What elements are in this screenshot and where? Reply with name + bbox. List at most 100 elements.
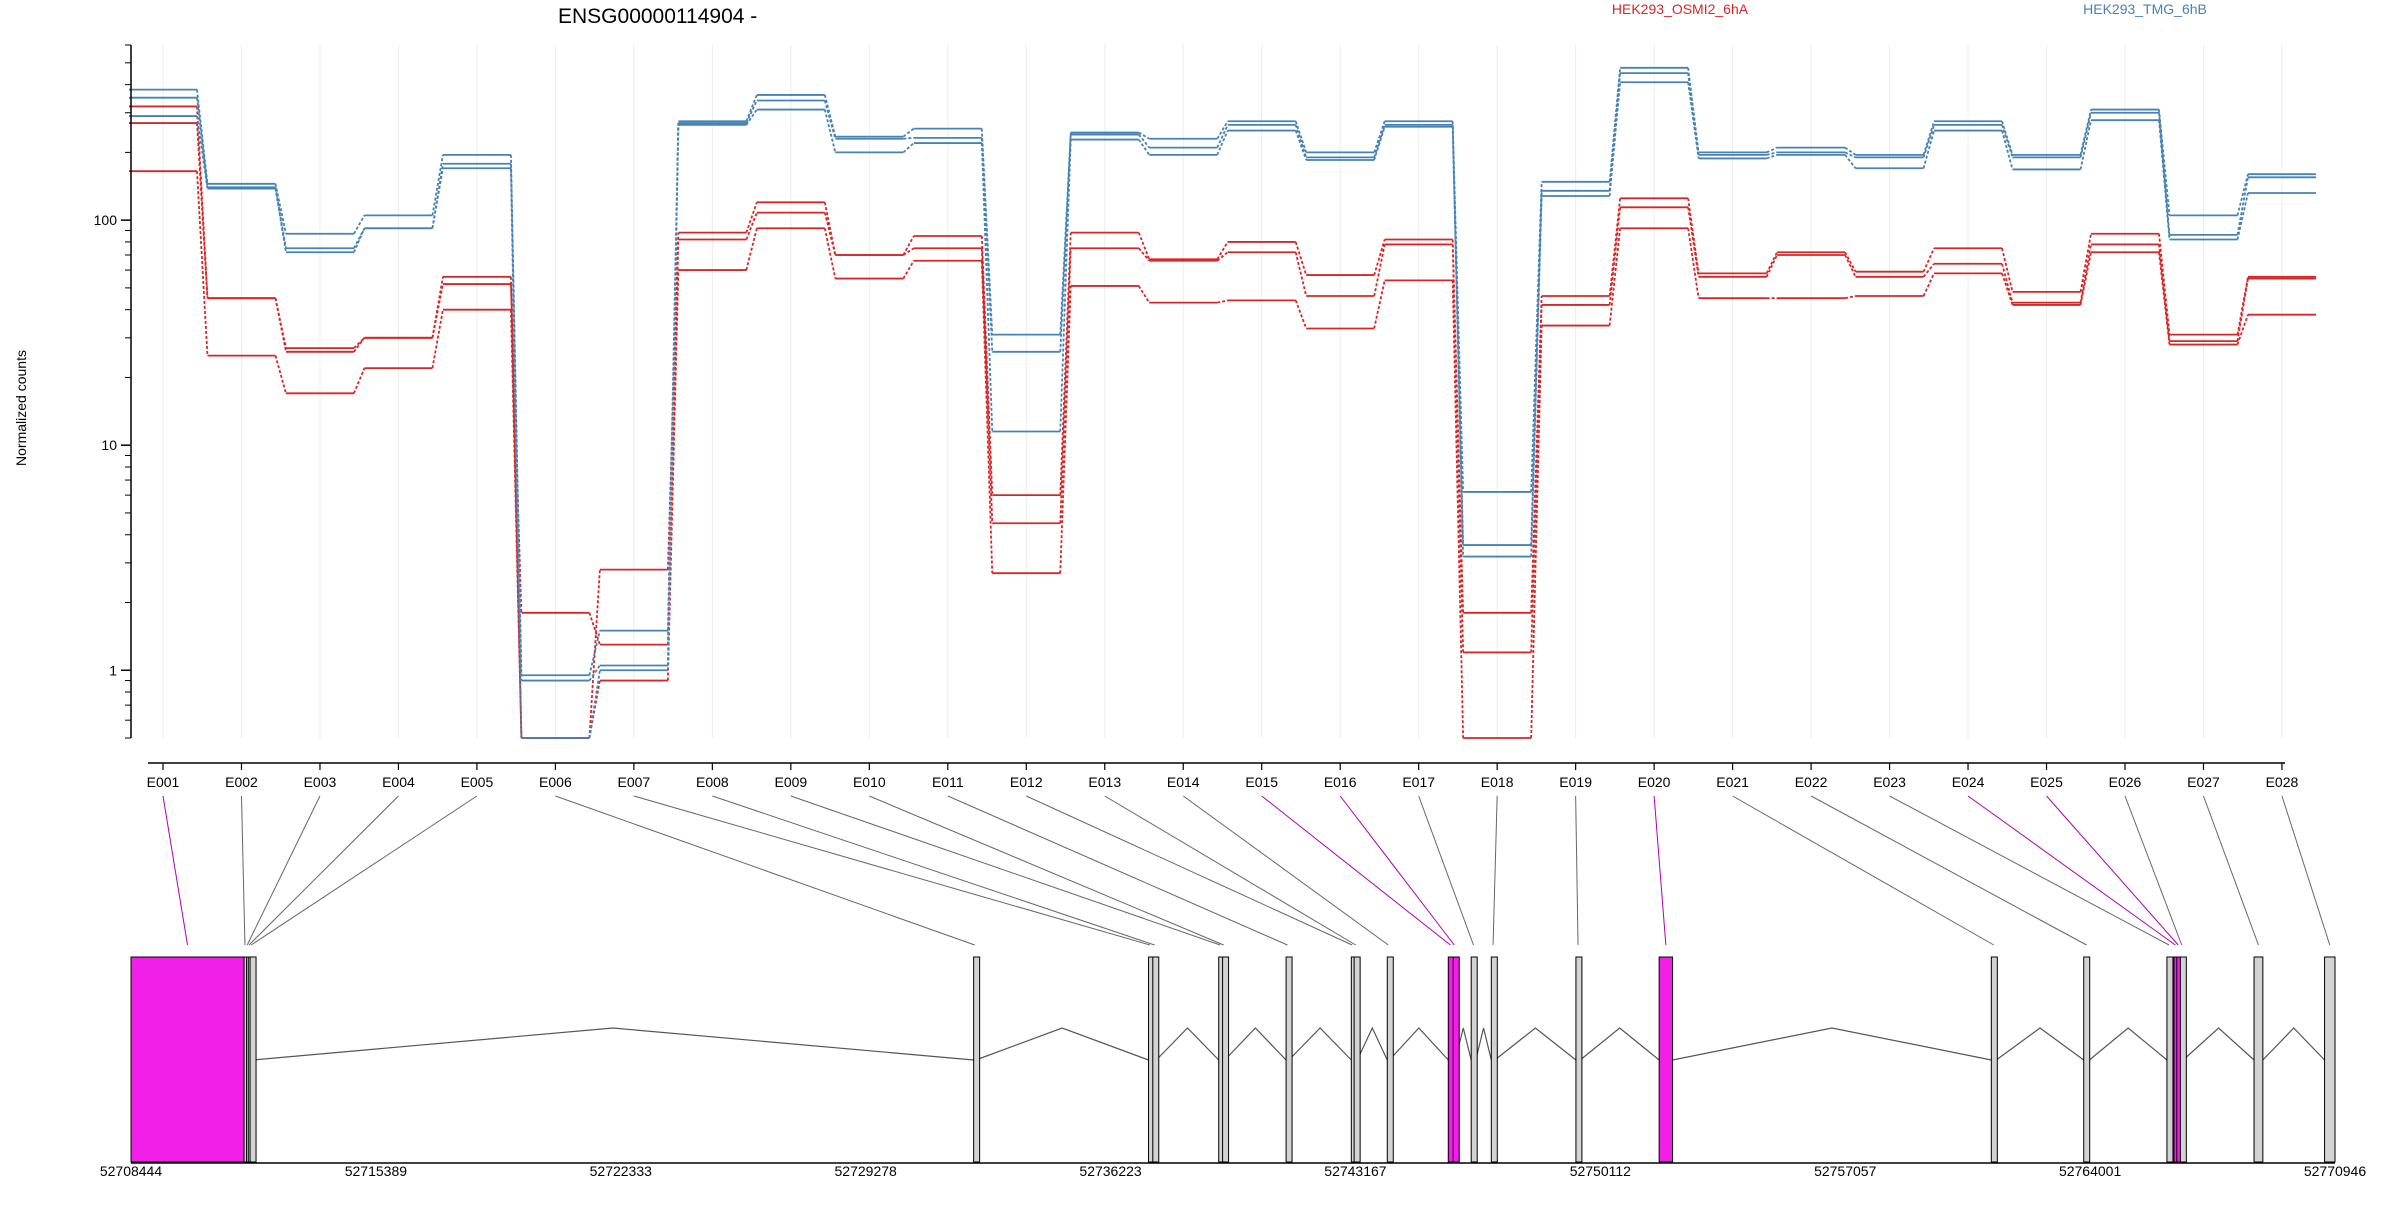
sample-connector — [1530, 195, 1543, 557]
exon-connector — [1492, 795, 1498, 946]
intron-line — [252, 1027, 974, 1061]
sample-connector — [431, 283, 444, 338]
sample-connector — [902, 260, 915, 280]
exon-connector-lines — [162, 795, 2331, 946]
sample-connector — [2001, 273, 2014, 306]
exon-box — [1452, 956, 1460, 1163]
intron-line — [1672, 1027, 1992, 1061]
exon-box — [1353, 956, 1361, 1163]
exon-box — [130, 956, 245, 1163]
sample-connector — [431, 168, 444, 229]
sample-connector — [1844, 146, 1857, 156]
exon-connector — [1575, 795, 1579, 946]
sample-connector — [1687, 207, 1700, 277]
sample-connector — [745, 109, 758, 126]
exon-box — [1658, 956, 1674, 1163]
sample-connector — [902, 127, 915, 138]
sample-connector — [1059, 285, 1072, 574]
sample-connector — [823, 212, 837, 256]
sample-connector — [431, 309, 444, 369]
sample-connector — [1294, 120, 1308, 153]
sample-connector — [1922, 272, 1935, 297]
x-tick-label: E005 — [461, 774, 494, 790]
coordinate-labels: 52708444 52715389 52722333 52729278 52736223… — [100, 1163, 2367, 1179]
sample-connector — [1608, 198, 1622, 297]
sample-connector — [745, 202, 758, 233]
x-ticks: E001 E002 E003 E004 E005 E006 E007 E008 E009 E010… — [147, 763, 2299, 790]
sample-connector — [431, 154, 444, 216]
grid-lines — [162, 45, 2283, 738]
sample-connector — [2079, 252, 2092, 306]
coordinate-label: 52743167 — [1324, 1163, 1387, 1179]
coordinate-label: 52750112 — [1570, 1163, 1631, 1179]
exon-connector — [1104, 795, 1356, 946]
exon-connector — [2124, 795, 2183, 946]
sample-connector — [1530, 325, 1543, 739]
sample-connector — [1687, 198, 1700, 274]
sample-connector — [1137, 232, 1151, 260]
x-tick-label: E003 — [304, 774, 337, 790]
sample-connector — [196, 115, 209, 189]
sample-connector — [1608, 228, 1622, 326]
sample-connector — [1217, 299, 1228, 304]
sample-connector — [1294, 124, 1308, 158]
sample-connector — [1451, 244, 1465, 653]
intron-lines — [252, 1026, 2325, 1061]
sample-connector — [1373, 244, 1386, 297]
x-tick-label: E007 — [618, 774, 651, 790]
sample-connector — [2158, 109, 2171, 216]
sample-connector — [1765, 251, 1778, 274]
sample-connector — [1373, 120, 1386, 153]
sample-connector — [980, 143, 994, 432]
sample-connector — [902, 142, 915, 154]
sample-connector — [1608, 82, 1622, 197]
sample-connector — [2001, 130, 2014, 170]
x-tick-label: E013 — [1088, 774, 1121, 790]
sample-connector — [274, 355, 287, 394]
sample-connector — [1844, 251, 1857, 273]
sample-connector — [1138, 247, 1150, 262]
x-tick-label: E004 — [382, 774, 415, 790]
sample-connector — [902, 235, 915, 256]
exon-box — [2083, 956, 2091, 1163]
sample-connector — [2001, 120, 2014, 156]
y-tick-label: 1 — [109, 662, 117, 678]
sample-connector — [1922, 120, 1935, 156]
exon-box — [1575, 956, 1583, 1163]
intron-line — [2182, 1027, 2255, 1061]
x-tick-label: E023 — [1873, 774, 1906, 790]
sample-connector — [2158, 112, 2171, 235]
exon-connector — [2046, 795, 2179, 946]
sample-connector — [2001, 263, 2014, 303]
x-tick-label: E015 — [1245, 774, 1278, 790]
exon-box — [2166, 956, 2174, 1163]
exon-box — [1222, 956, 1230, 1163]
sample-connector — [196, 171, 209, 356]
sample-connector — [1216, 120, 1229, 140]
sample-connector — [1373, 239, 1386, 276]
sample-connector — [1844, 151, 1856, 159]
sample-connector — [1451, 124, 1465, 546]
intron-line — [2262, 1027, 2325, 1061]
x-tick-label: E012 — [1010, 774, 1043, 790]
sample-connector — [1922, 124, 1935, 158]
sample-connector — [2236, 173, 2249, 216]
coordinate-label: 52757057 — [1814, 1163, 1877, 1179]
sample-connector — [1059, 139, 1072, 432]
legend-entry-tmg: HEK293_TMG_6hB — [2083, 1, 2207, 17]
coordinate-label: 52736223 — [1079, 1163, 1142, 1179]
sample-connector — [1766, 151, 1778, 156]
x-tick-label: E011 — [932, 774, 964, 790]
x-tick-label: E006 — [539, 774, 572, 790]
sample-connector — [588, 664, 601, 682]
sample-connector — [1216, 124, 1229, 148]
sample-connector — [588, 569, 601, 739]
sample-connector — [2079, 112, 2092, 158]
sample-connector — [196, 122, 209, 299]
sample-connector — [1294, 300, 1308, 329]
exon-connector — [2281, 795, 2331, 946]
sample-connector — [1137, 285, 1151, 304]
exon-box — [1990, 956, 1998, 1163]
y-tick-label: 10 — [101, 437, 117, 453]
sample-connector — [510, 309, 523, 739]
